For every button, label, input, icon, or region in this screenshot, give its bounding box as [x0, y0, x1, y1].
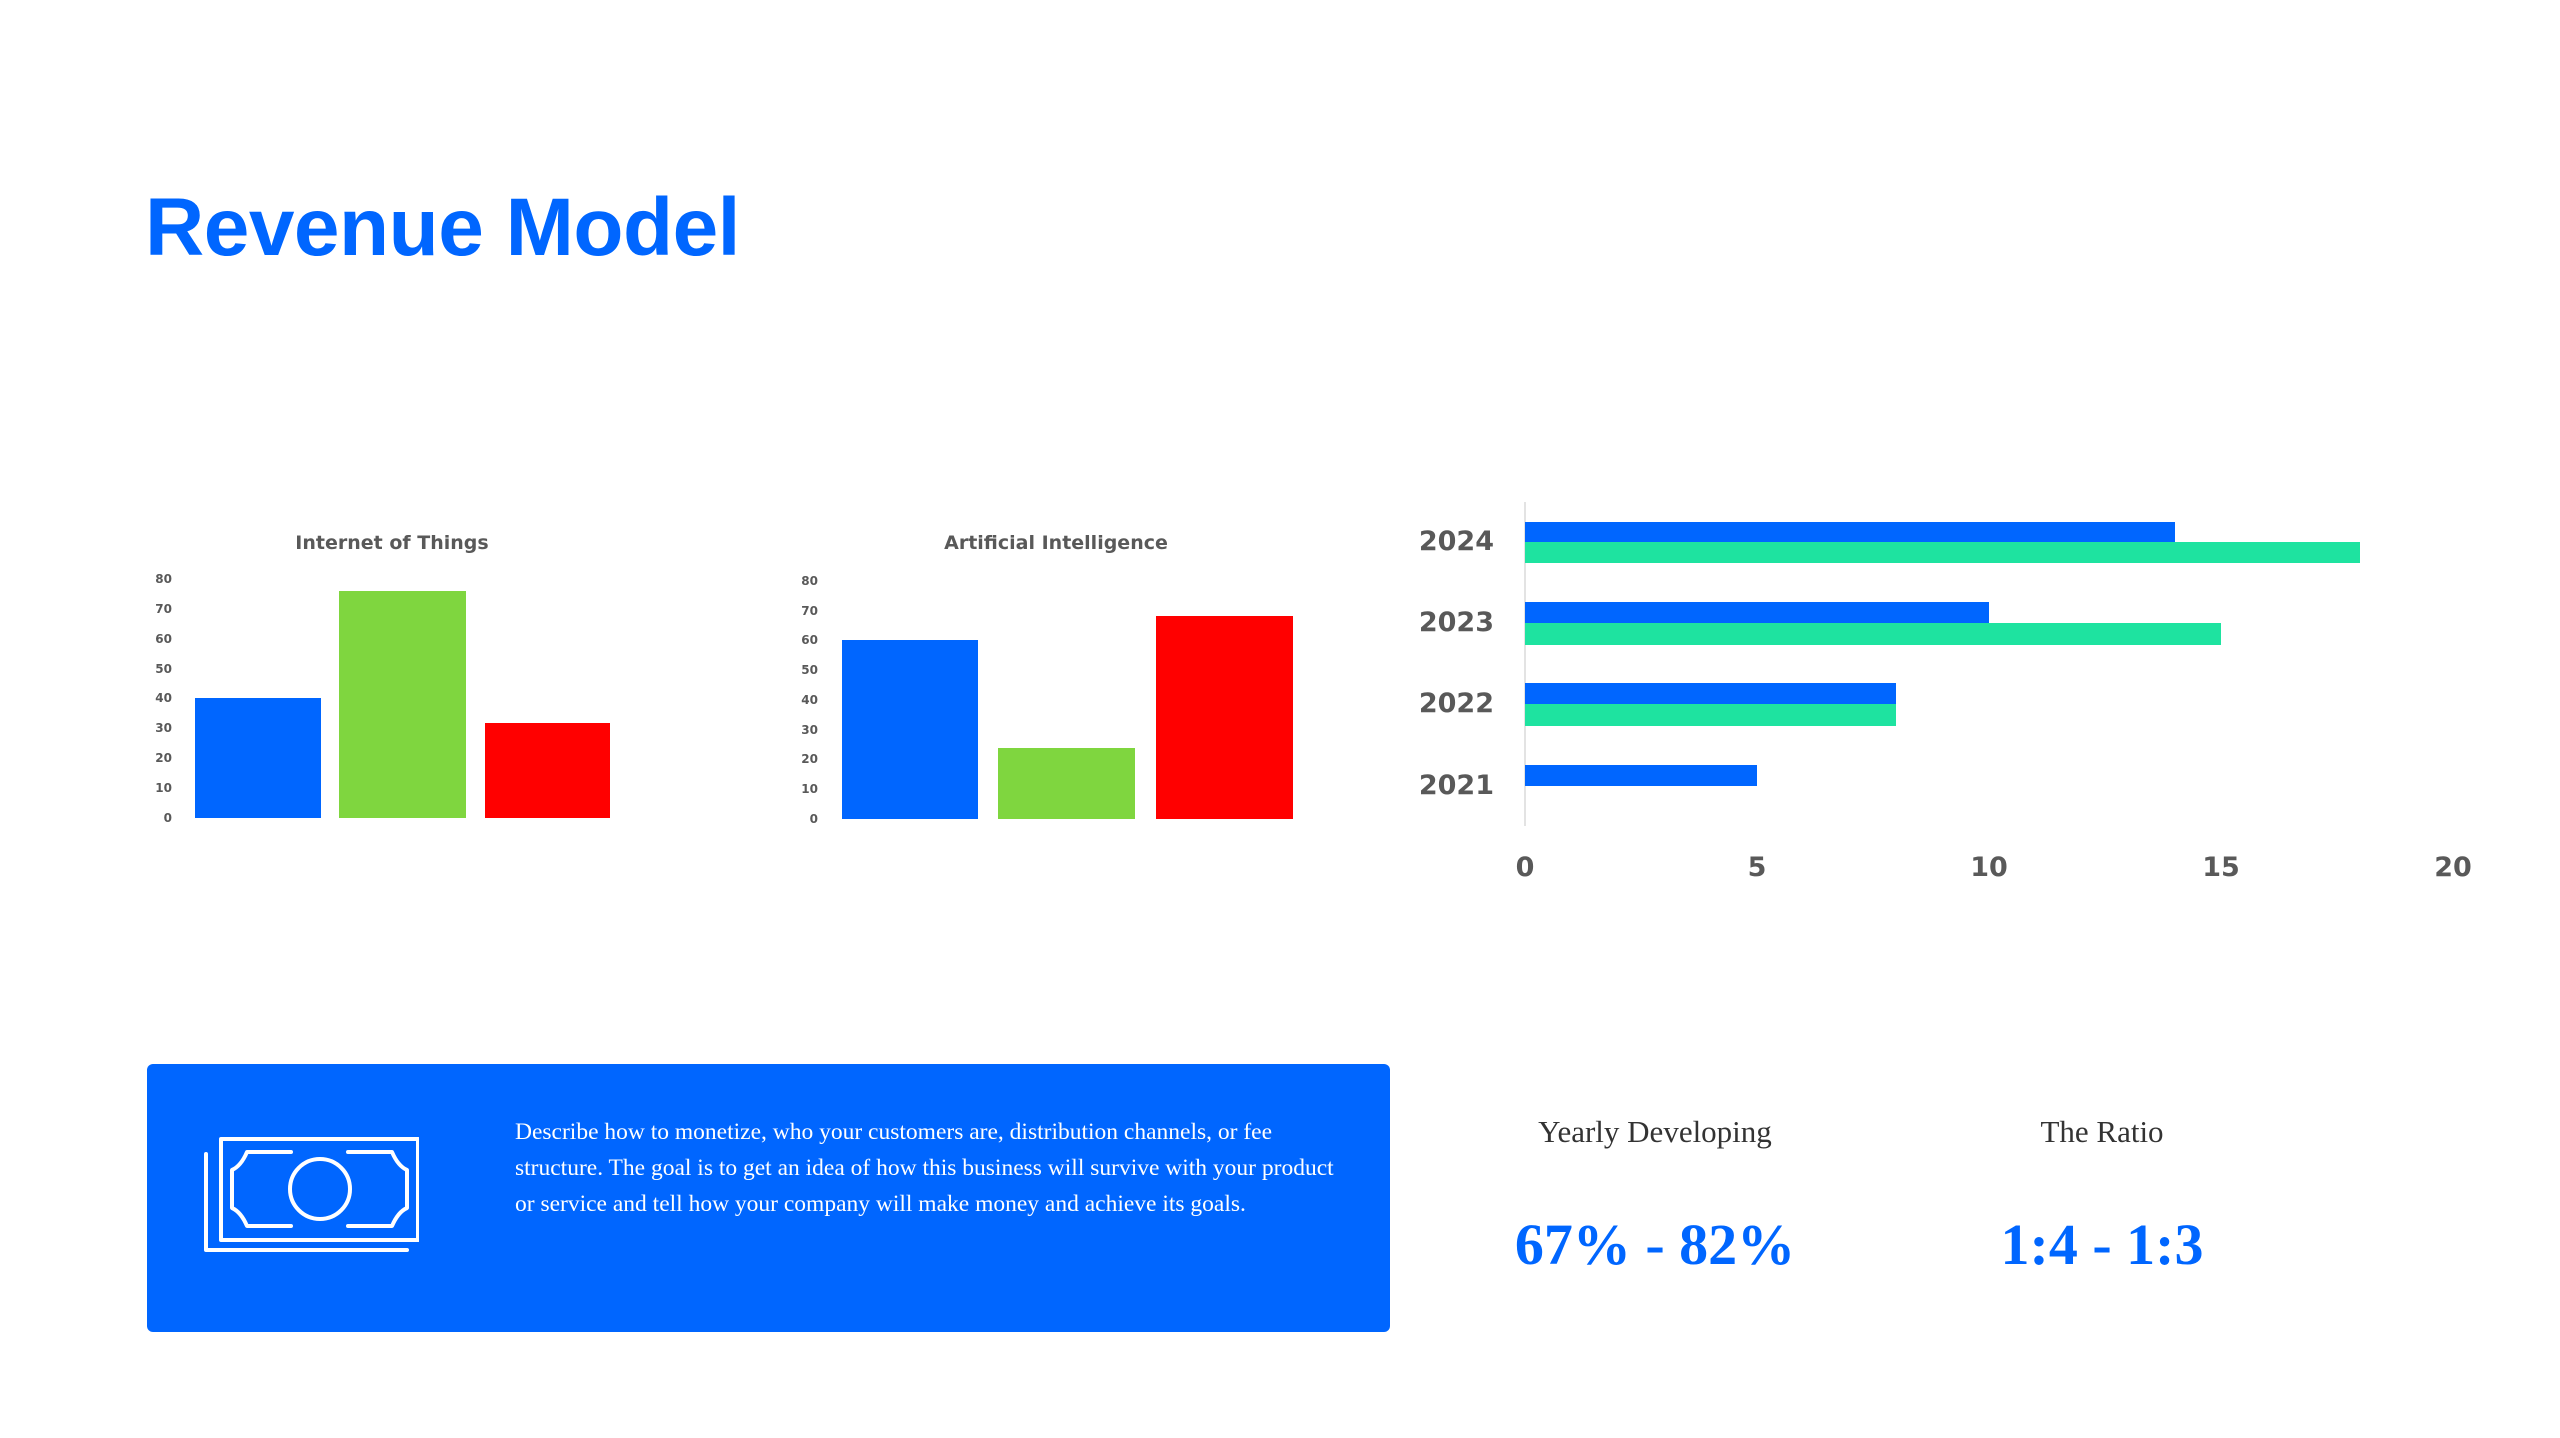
monetization-card: Describe how to monetize, who your custo…	[147, 1064, 1390, 1332]
x-tick: 15	[2202, 852, 2240, 883]
stat-label: Yearly Developing	[1538, 1114, 1772, 1149]
x-tick: 5	[1747, 852, 1767, 883]
y-tick: 50	[801, 663, 818, 677]
chart-title: Artificial Intelligence	[944, 532, 1168, 554]
y-tick: 30	[801, 723, 818, 737]
money-bill-icon	[204, 1137, 419, 1252]
y-tick: 40	[801, 693, 818, 707]
stat-label: The Ratio	[2040, 1114, 2164, 1149]
y-tick: 0	[809, 812, 818, 826]
y-tick: 20	[801, 752, 818, 766]
bar-2023-series-b	[1525, 623, 2221, 645]
y-tick: 20	[155, 751, 172, 765]
category-label: 2023	[1418, 607, 1494, 638]
stat-value: 1:4 - 1:3	[2000, 1212, 2204, 1277]
y-tick: 80	[155, 572, 172, 586]
y-tick: 10	[155, 781, 172, 795]
y-tick: 40	[155, 691, 172, 705]
bar-series-2	[339, 591, 466, 818]
y-axis-line	[1524, 502, 1526, 826]
category-label: 2022	[1418, 688, 1494, 719]
x-tick: 10	[1970, 852, 2008, 883]
bar-2022-series-b	[1525, 704, 1896, 726]
bar-2023-series-a	[1525, 602, 1989, 623]
category-label: 2021	[1418, 770, 1494, 801]
bar-series-1	[195, 698, 321, 818]
page-title: Revenue Model	[145, 182, 740, 273]
y-tick: 10	[801, 782, 818, 796]
stat-ratio: The Ratio 1:4 - 1:3	[2001, 1112, 2204, 1280]
bar-2022-series-a	[1525, 683, 1896, 704]
y-tick: 70	[155, 602, 172, 616]
y-tick: 70	[801, 604, 818, 618]
bar-2024-series-a	[1525, 522, 2175, 542]
category-label: 2024	[1418, 526, 1494, 557]
chart-title: Internet of Things	[295, 532, 489, 554]
y-tick: 50	[155, 662, 172, 676]
y-tick: 60	[155, 632, 172, 646]
stat-value: 67% - 82%	[1514, 1212, 1796, 1277]
bar-series-3	[485, 723, 610, 818]
bar-series-2	[998, 748, 1135, 819]
bar-series-3	[1156, 616, 1293, 819]
stat-yearly-developing: Yearly Developing 67% - 82%	[1515, 1112, 1795, 1280]
y-tick: 30	[155, 721, 172, 735]
y-tick: 60	[801, 633, 818, 647]
y-tick: 80	[801, 574, 818, 588]
bar-series-1	[842, 640, 978, 819]
x-tick: 20	[2434, 852, 2472, 883]
y-tick: 0	[163, 811, 172, 825]
bar-2024-series-b	[1525, 542, 2360, 563]
bar-2021-series-a	[1525, 765, 1757, 786]
monetization-description: Describe how to monetize, who your custo…	[515, 1119, 1334, 1217]
x-tick: 0	[1515, 852, 1535, 883]
